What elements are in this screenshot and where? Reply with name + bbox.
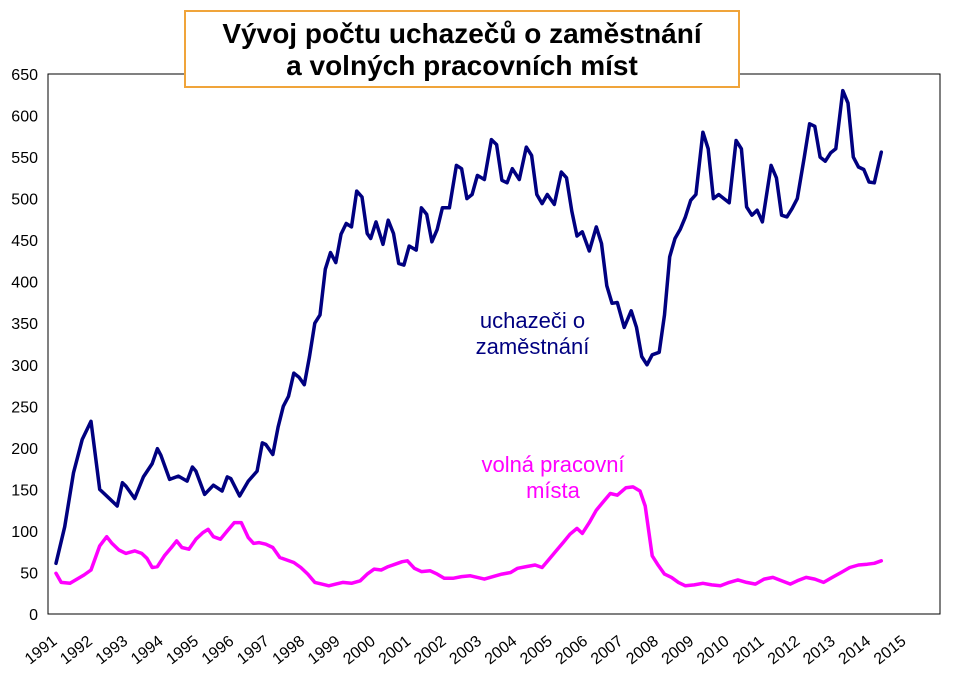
x-tick-label: 2014	[836, 633, 875, 668]
x-tick-label: 2010	[694, 633, 733, 668]
series-label-volna-mista: volná pracovní místa	[445, 452, 661, 504]
y-tick-label: 400	[11, 275, 38, 292]
x-tick-label: 1994	[128, 633, 167, 668]
x-tick-label: 1998	[270, 633, 309, 668]
plot-area-frame	[47, 73, 941, 615]
chart-title: Vývoj počtu uchazečů o zaměstnání a voln…	[184, 10, 740, 88]
x-tick-label: 2006	[553, 633, 592, 668]
series-line-volna-mista	[54, 485, 884, 588]
x-tick-label: 2005	[517, 633, 556, 668]
x-tick-label: 2003	[446, 633, 485, 668]
y-tick-label: 150	[11, 482, 38, 499]
x-tick-label: 1999	[305, 633, 344, 668]
y-tick-label: 50	[20, 565, 38, 582]
series-label-uchazeci-line-2: zaměstnání	[475, 334, 590, 359]
x-tick-label: 2015	[871, 633, 910, 668]
series-label-uchazeci-line-1: uchazeči o	[479, 308, 586, 333]
y-tick-label: 350	[11, 316, 38, 333]
x-tick-label: 2007	[588, 633, 627, 668]
x-tick-label: 2000	[340, 633, 379, 668]
x-tick-label: 1997	[234, 633, 273, 668]
series-line-uchazeci	[54, 88, 884, 566]
y-tick-label: 600	[11, 109, 38, 126]
x-tick-label: 1995	[163, 633, 202, 668]
chart-title-line-1: Vývoj počtu uchazečů o zaměstnání	[222, 18, 702, 49]
x-tick-label: 1996	[199, 633, 238, 668]
y-axis-tick-labels: 0 50 100 150 200 250 300 350 400 450 500 550 600 650	[11, 67, 38, 624]
x-tick-label: 1993	[93, 633, 132, 668]
x-axis-tick-labels: 1991199219931994199519961997199819992000…	[22, 633, 910, 668]
y-tick-label: 300	[11, 358, 38, 375]
series-label-volna-mista-line-2: místa	[526, 478, 580, 503]
y-tick-label: 550	[11, 150, 38, 167]
chart-title-line-2: a volných pracovních míst	[286, 50, 638, 81]
x-tick-label: 1991	[22, 633, 61, 668]
series-label-uchazeci: uchazeči o zaměstnání	[440, 308, 625, 360]
x-tick-label: 2013	[800, 633, 839, 668]
x-tick-label: 2008	[623, 633, 662, 668]
x-tick-label: 2012	[765, 633, 804, 668]
x-tick-label: 2009	[659, 633, 698, 668]
y-tick-label: 100	[11, 524, 38, 541]
x-tick-label: 2004	[482, 633, 521, 668]
y-tick-label: 500	[11, 192, 38, 209]
y-tick-label: 650	[11, 67, 38, 84]
series-label-volna-mista-line-1: volná pracovní	[481, 452, 625, 477]
series-lines	[54, 88, 884, 588]
y-tick-label: 200	[11, 441, 38, 458]
y-tick-label: 0	[29, 607, 38, 624]
y-tick-label: 450	[11, 233, 38, 250]
x-tick-label: 2001	[376, 633, 415, 668]
x-tick-label: 2011	[730, 633, 768, 668]
x-tick-label: 2002	[411, 633, 450, 668]
x-tick-label: 1992	[57, 633, 96, 668]
y-tick-label: 250	[11, 399, 38, 416]
